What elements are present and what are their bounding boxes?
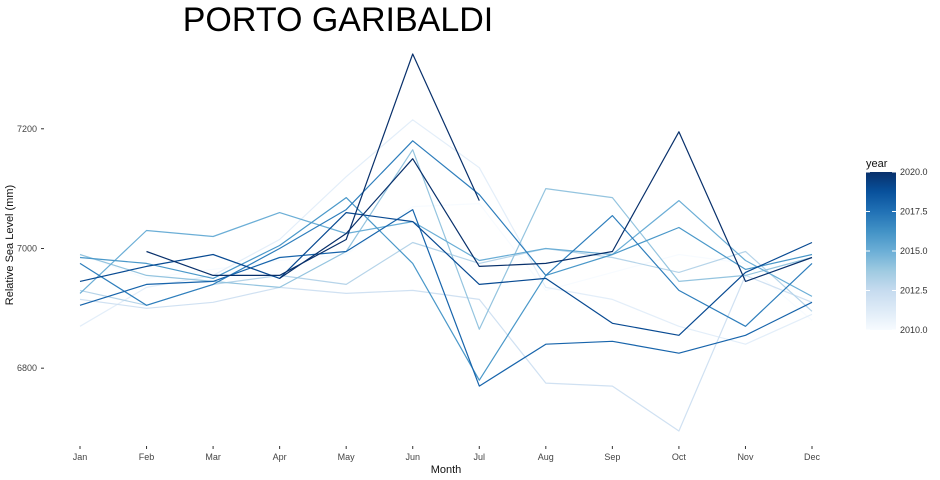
x-tick-label: Dec xyxy=(804,452,821,462)
x-tick-label: Jan xyxy=(73,452,88,462)
legend-tick-label: 2015.0 xyxy=(900,246,928,256)
x-tick-label: Oct xyxy=(672,452,687,462)
series-line-2019 xyxy=(79,212,813,336)
y-tick-label: 7000 xyxy=(17,243,37,253)
series-lines xyxy=(79,53,813,432)
y-tick-label: 6800 xyxy=(17,363,37,373)
series-line-2011 xyxy=(79,119,813,345)
x-tick-label: May xyxy=(338,452,356,462)
chart-title: PORTO GARIBALDI xyxy=(183,1,494,39)
x-tick-label: Jun xyxy=(405,452,420,462)
series-line-2015 xyxy=(79,200,813,297)
series-line-2014 xyxy=(79,149,813,330)
x-tick-label: Apr xyxy=(273,452,287,462)
legend-tick-label: 2020.0 xyxy=(900,167,928,177)
y-tick-label: 7200 xyxy=(17,124,37,134)
legend-title: year xyxy=(866,158,888,170)
legend-colorbar xyxy=(866,172,896,330)
x-tick-label: Nov xyxy=(737,452,754,462)
x-tick-label: Sep xyxy=(604,452,620,462)
series-line-2017 xyxy=(79,140,813,327)
series-line-2018 xyxy=(79,209,813,387)
x-axis-title: Month xyxy=(431,464,462,476)
color-legend: year 2010.0 2012.5 2015.0 2017.5 2020.0 xyxy=(866,158,928,335)
y-axis: 6800 7000 7200 xyxy=(17,124,44,373)
series-line-2020 xyxy=(146,53,480,276)
legend-tick-label: 2017.5 xyxy=(900,207,928,217)
y-axis-title: Relative Sea Level (mm) xyxy=(4,185,16,305)
x-tick-label: Mar xyxy=(205,452,221,462)
series-line-2016 xyxy=(79,197,813,381)
legend-tick-label: 2012.5 xyxy=(900,286,928,296)
x-tick-label: Aug xyxy=(538,452,554,462)
x-tick-label: Jul xyxy=(474,452,486,462)
series-line-2020 xyxy=(279,131,813,282)
x-axis: Jan Feb Mar Apr May Jun Jul Aug Sep Oct Nov Dec xyxy=(73,446,821,462)
legend-tick-label: 2010.0 xyxy=(900,325,928,335)
series-line-2012 xyxy=(79,274,813,432)
x-tick-label: Feb xyxy=(139,452,155,462)
